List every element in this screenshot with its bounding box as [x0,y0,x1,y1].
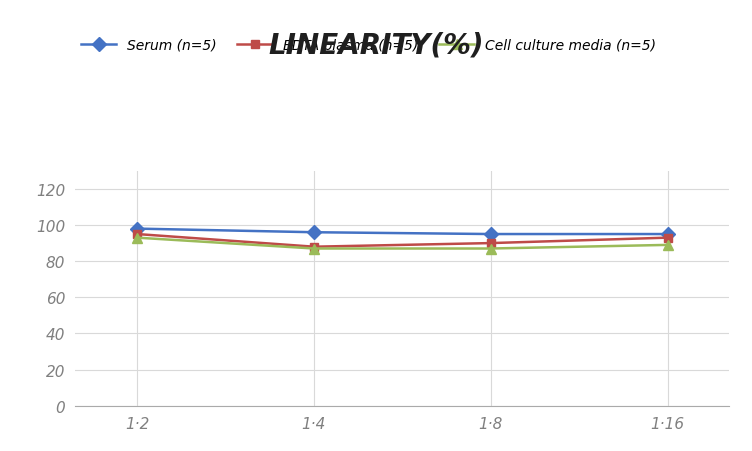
EDTA plasma (n=5) [487,241,496,246]
Serum (n=5) [487,232,496,237]
Cell culture media (n=5) [132,235,141,241]
Serum (n=5) [309,230,318,235]
Line: Cell culture media (n=5): Cell culture media (n=5) [132,233,672,254]
Cell culture media (n=5) [309,246,318,252]
Legend: Serum (n=5), EDTA plasma (n=5), Cell culture media (n=5): Serum (n=5), EDTA plasma (n=5), Cell cul… [76,33,662,58]
Text: LINEARITY(%): LINEARITY(%) [268,32,484,60]
Line: Serum (n=5): Serum (n=5) [132,224,672,239]
EDTA plasma (n=5) [132,232,141,237]
Line: EDTA plasma (n=5): EDTA plasma (n=5) [133,230,672,251]
Cell culture media (n=5) [663,243,672,248]
Serum (n=5) [132,226,141,232]
Cell culture media (n=5) [487,246,496,252]
Serum (n=5) [663,232,672,237]
EDTA plasma (n=5) [309,244,318,250]
EDTA plasma (n=5) [663,235,672,241]
